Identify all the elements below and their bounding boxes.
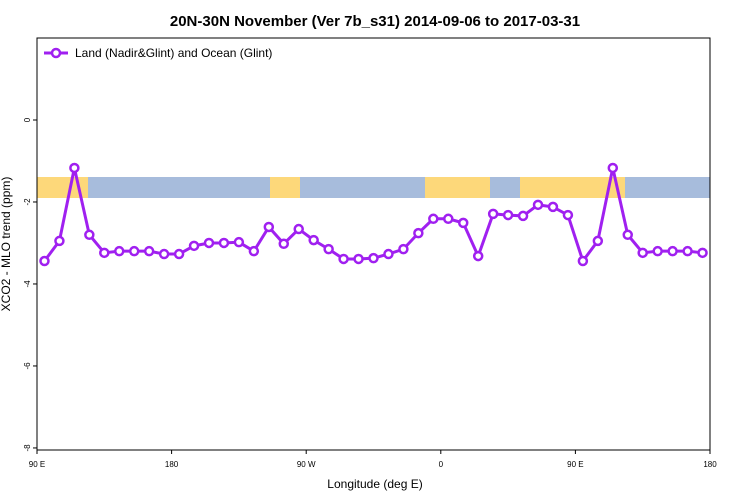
data-point: [233, 236, 245, 248]
y-tick-label: -2: [23, 198, 32, 206]
data-point: [143, 245, 155, 257]
data-point: [472, 250, 484, 262]
data-point: [278, 238, 290, 250]
data-point: [413, 227, 424, 239]
data-point: [69, 162, 80, 174]
data-point: [218, 237, 230, 249]
y-tick-label: 0: [23, 117, 32, 122]
data-point: [607, 162, 619, 174]
x-tick-label: 180: [165, 460, 179, 469]
data-point: [39, 255, 50, 267]
data-point: [652, 245, 663, 257]
data-point: [203, 237, 215, 249]
data-point: [308, 234, 319, 246]
data-point: [398, 243, 409, 255]
x-tick-label: 180: [703, 460, 717, 469]
data-point: [517, 210, 529, 222]
x-axis-label: Longitude (deg E): [327, 477, 422, 491]
data-point: [697, 247, 708, 259]
chart-title: 20N-30N November (Ver 7b_s31) 2014-09-06…: [170, 13, 580, 30]
data-point: [188, 240, 200, 252]
data-point: [54, 235, 65, 247]
plot-frame: [36, 37, 711, 451]
x-tick-label: 90 E: [567, 460, 583, 469]
y-axis-label: XCO2 - MLO trend (ppm): [0, 177, 13, 312]
data-point: [338, 253, 349, 265]
data-point: [158, 248, 170, 260]
data-point: [248, 245, 260, 257]
data-point: [622, 229, 633, 241]
data-point: [532, 199, 544, 211]
data-point: [457, 217, 469, 229]
x-tick-label: 0: [439, 460, 444, 469]
data-point: [263, 221, 275, 233]
data-point: [323, 243, 334, 255]
data-point: [562, 209, 574, 221]
data-point: [592, 235, 604, 247]
y-tick-label: -4: [23, 280, 32, 288]
data-point: [443, 213, 454, 225]
data-point: [577, 255, 589, 267]
data-point: [383, 248, 394, 260]
data-point: [99, 247, 110, 259]
data-point: [667, 245, 678, 257]
data-point: [547, 201, 559, 213]
data-point: [173, 248, 185, 260]
data-point: [502, 209, 514, 221]
y-tick-label: -8: [23, 444, 32, 452]
data-point: [487, 208, 499, 220]
data-point: [128, 245, 140, 257]
legend-label: Land (Nadir&Glint) and Ocean (Glint): [75, 46, 272, 60]
legend: Land (Nadir&Glint) and Ocean (Glint): [44, 46, 272, 60]
data-point: [293, 223, 304, 235]
data-point: [353, 253, 364, 265]
data-point: [682, 245, 693, 257]
data-point: [368, 252, 379, 264]
data-point: [428, 213, 439, 225]
y-tick-label: -6: [23, 362, 32, 370]
data-point: [84, 229, 95, 241]
data-point: [114, 245, 125, 257]
map-strip: [37, 177, 710, 198]
x-tick-label: 90 E: [29, 460, 45, 469]
legend-marker: [50, 47, 62, 59]
x-tick-label: 90 W: [297, 460, 316, 469]
data-point: [637, 247, 648, 259]
